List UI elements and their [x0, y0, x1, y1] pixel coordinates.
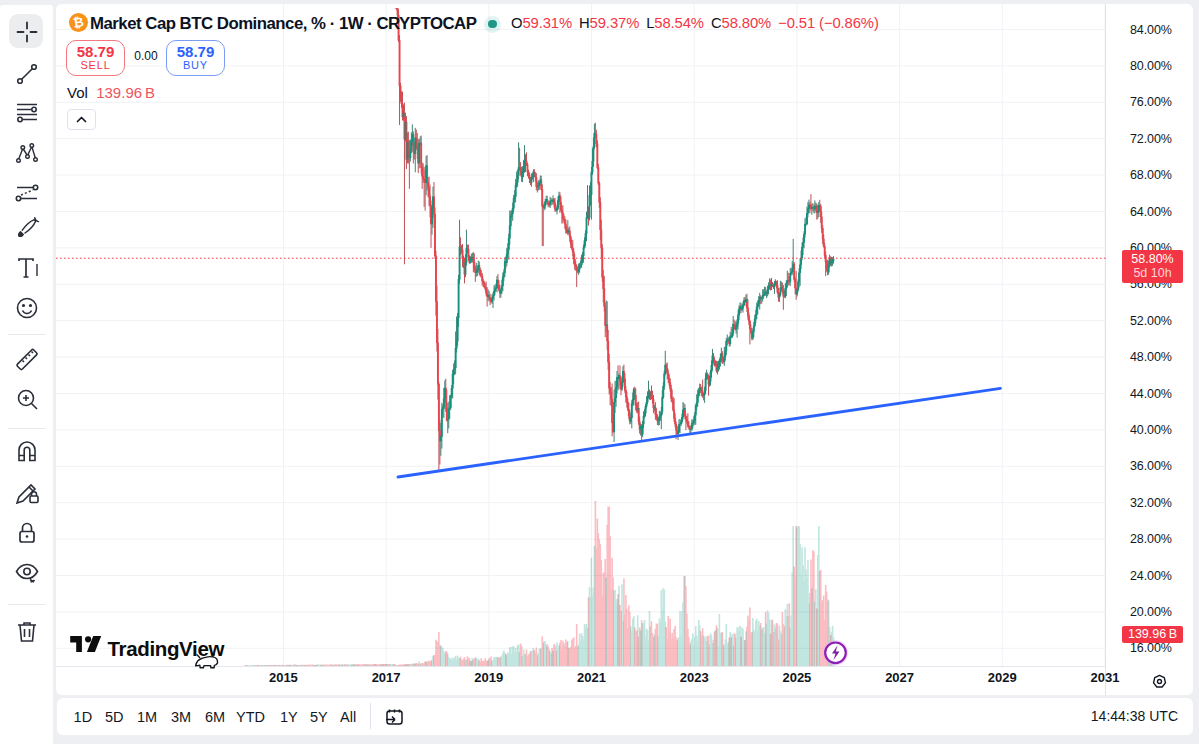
svg-text:TradingView: TradingView	[108, 637, 225, 660]
